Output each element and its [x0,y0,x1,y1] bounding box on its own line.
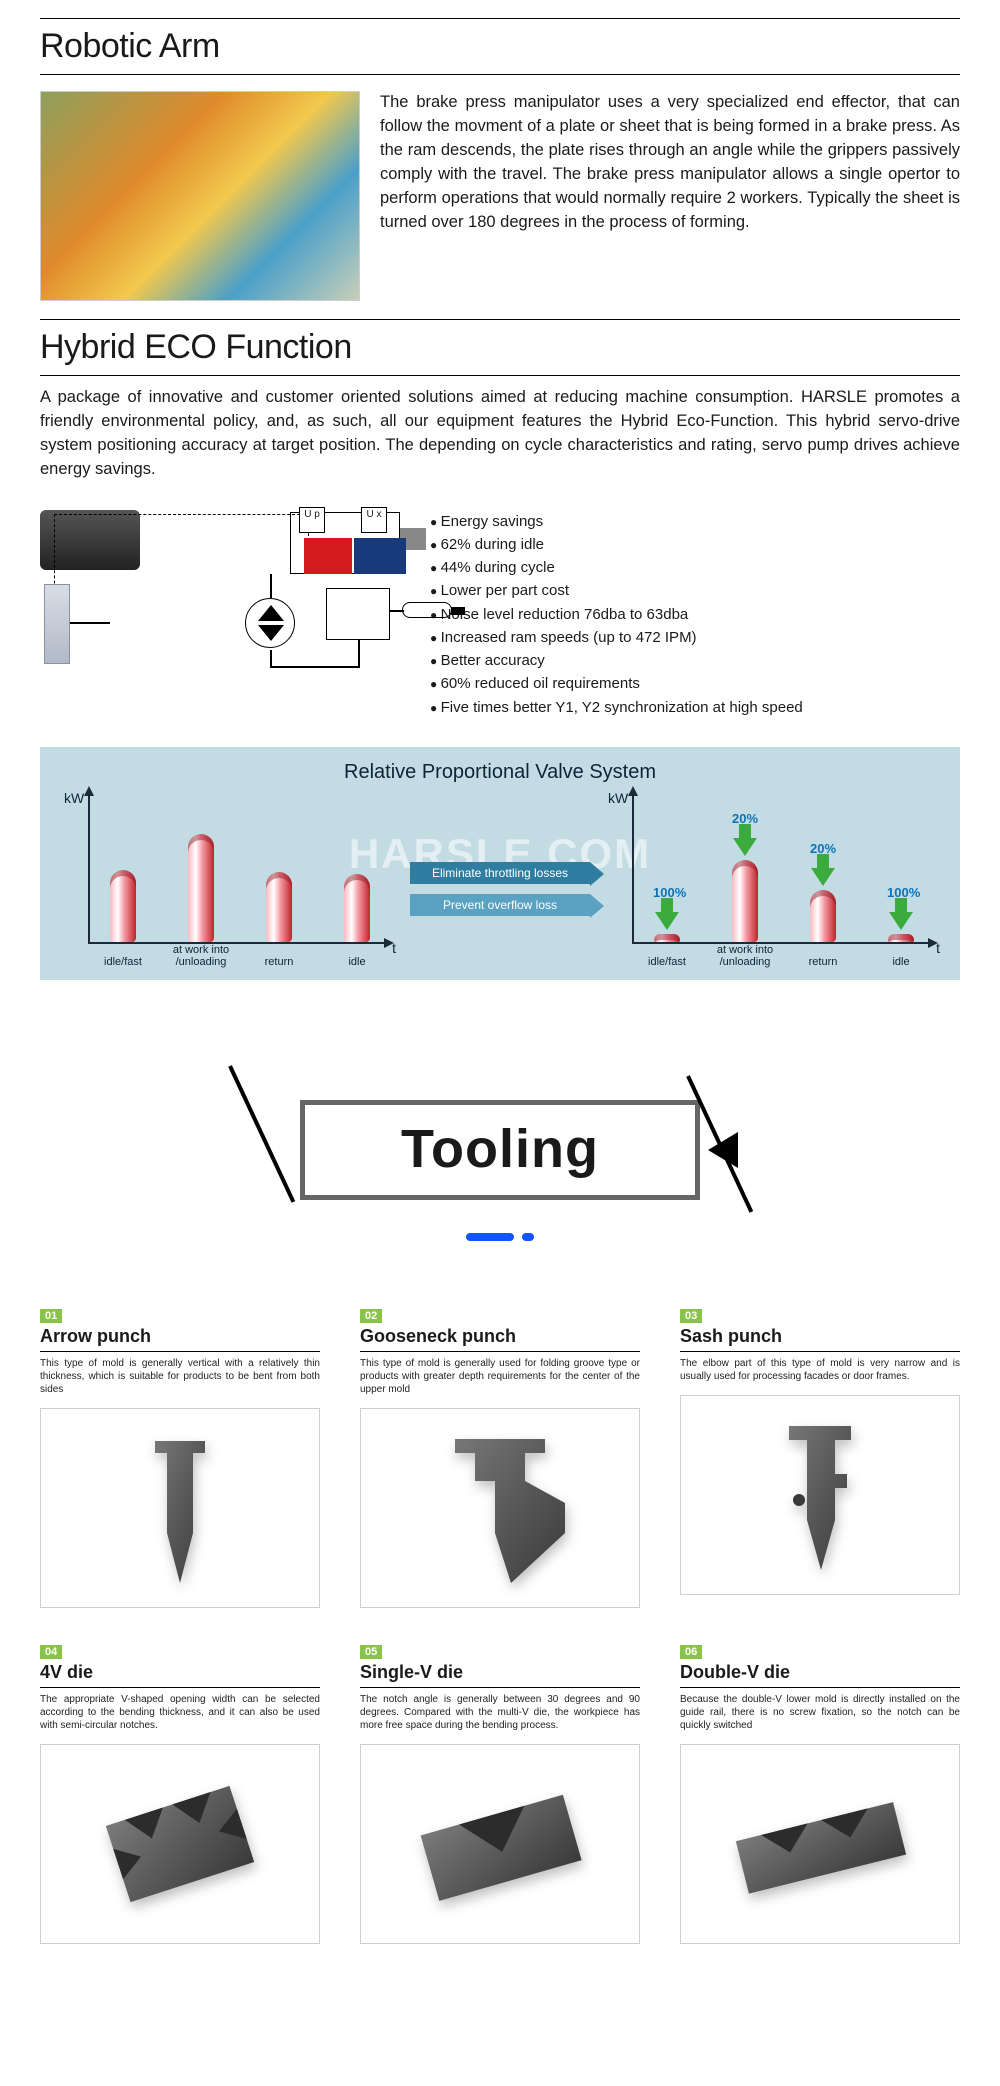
bullet-item: 44% during cycle [430,556,960,579]
robotic-arm-description: The brake press manipulator uses a very … [380,91,960,301]
robotic-arm-photo [40,91,360,301]
accent-dashes [462,1228,538,1246]
x-tick-label: idle [866,956,936,968]
tooling-title: Tooling [40,1118,960,1180]
section-title: Hybrid ECO Function [40,319,960,376]
chart-bar [810,890,836,942]
chart-mid-labels: Eliminate throttling losses Prevent overf… [410,862,590,970]
card-title: Double-V die [680,1662,960,1683]
tool-card: 02 Gooseneck punch This type of mold is ge… [360,1306,640,1608]
tool-shape-image [680,1744,960,1944]
pump-icon [245,598,295,648]
tool-card: 06 Double-V die Because the double-V lower… [680,1642,960,1944]
card-number-badge: 04 [40,1645,62,1659]
card-description: This type of mold is generally vertical … [40,1357,320,1396]
tool-shape-image [40,1408,320,1608]
tool-card: 04 4V die The appropriate V-shaped opening… [40,1642,320,1944]
card-description: The appropriate V-shaped opening width c… [40,1693,320,1732]
section-title: Robotic Arm [40,18,960,75]
chart-bar [888,934,914,942]
card-title: Arrow punch [40,1326,320,1347]
chart-bar [732,860,758,942]
control-box-icon [326,588,390,640]
card-number-badge: 03 [680,1309,702,1323]
bullet-item: 60% reduced oil requirements [430,672,960,695]
tool-shape-image [360,1744,640,1944]
tooling-grid: 01 Arrow punch This type of mold is genera… [40,1306,960,1944]
tool-shape-image [360,1408,640,1608]
x-tick-label: return [788,956,858,968]
chart-bar [188,834,214,942]
tooling-header: Tooling [40,1070,960,1250]
chart-title: Relative Proportional Valve System [64,761,936,784]
y-axis-label: kW [64,790,84,806]
x-tick-label: idle/fast [632,956,702,968]
valve-ux-label: U x [361,507,387,533]
savings-arrow-icon: 100% [653,885,681,930]
x-axis-label: t [936,940,940,956]
chart-bar [654,934,680,942]
tool-card: 03 Sash punch The elbow part of this type … [680,1306,960,1608]
card-description: Because the double-V lower mold is direc… [680,1693,960,1732]
x-tick-label: idle [322,956,392,968]
mid-label: Prevent overflow loss [410,894,590,916]
tool-shape-image [40,1744,320,1944]
card-number-badge: 01 [40,1309,62,1323]
bullet-item: Better accuracy [430,649,960,672]
card-title: 4V die [40,1662,320,1683]
cylinder-icon [402,602,452,618]
card-number-badge: 02 [360,1309,382,1323]
mid-label: Eliminate throttling losses [410,862,590,884]
right-subchart: kW t idle/fast100%at work into/unloading… [608,790,936,970]
hybrid-servo-diagram: U p U x [40,510,400,680]
card-number-badge: 05 [360,1645,382,1659]
red-valve-icon [304,538,352,574]
card-description: The notch angle is generally between 30 … [360,1693,640,1732]
valve-up-label: U p [299,507,325,533]
bullet-item: Increased ram speeds (up to 472 IPM) [430,626,960,649]
hybrid-eco-section: Hybrid ECO Function A package of innovat… [40,319,960,980]
bullet-item: Five times better Y1, Y2 synchronization… [430,696,960,719]
savings-arrow-icon: 20% [731,811,759,856]
chart-bar [110,870,136,942]
servo-drive-icon [44,584,70,664]
bullet-item: 62% during idle [430,533,960,556]
bullet-item: Energy savings [430,510,960,533]
card-title: Single-V die [360,1662,640,1683]
card-title: Gooseneck punch [360,1326,640,1347]
blue-valve-icon [354,538,406,574]
x-tick-label: at work into/unloading [710,944,780,968]
card-title: Sash punch [680,1326,960,1347]
card-description: The elbow part of this type of mold is v… [680,1357,960,1383]
tool-card: 01 Arrow punch This type of mold is genera… [40,1306,320,1608]
bullet-item: Noise level reduction 76dba to 63dba [430,603,960,626]
chart-bar [344,874,370,942]
chart-bar [266,872,292,942]
valve-comparison-chart: Relative Proportional Valve System HARSL… [40,747,960,980]
x-tick-label: idle/fast [88,956,158,968]
hybrid-intro-text: A package of innovative and customer ori… [40,386,960,482]
y-axis-label: kW [608,790,628,806]
x-tick-label: return [244,956,314,968]
x-axis-label: t [392,940,396,956]
card-description: This type of mold is generally used for … [360,1357,640,1396]
tool-card: 05 Single-V die The notch angle is general… [360,1642,640,1944]
savings-arrow-icon: 100% [887,885,915,930]
left-subchart: kW t idle/fastat work into/unloadingretu… [64,790,392,970]
savings-arrow-icon: 20% [809,841,837,886]
servo-motor-icon [40,510,140,570]
bullet-item: Lower per part cost [430,579,960,602]
tool-shape-image [680,1395,960,1595]
robotic-arm-section: Robotic Arm The brake press manipulator … [40,18,960,301]
card-number-badge: 06 [680,1645,702,1659]
hybrid-bullet-list: Energy savings62% during idle44% during … [430,510,960,719]
x-tick-label: at work into/unloading [166,944,236,968]
